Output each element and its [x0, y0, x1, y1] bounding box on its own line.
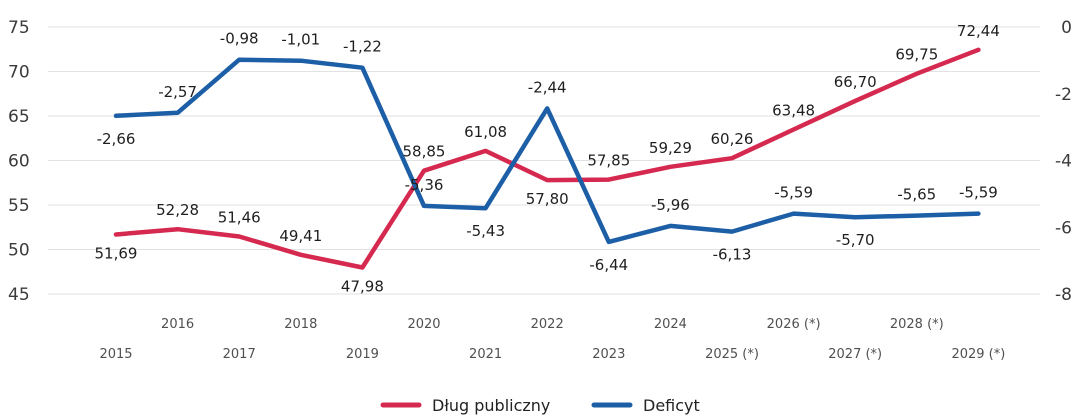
x-tick-label: 2024 [654, 317, 687, 332]
right-tick-label: -2 [1055, 85, 1072, 105]
data-label-dlug-publiczny: 59,29 [649, 139, 692, 157]
data-label-dlug-publiczny: 66,70 [834, 73, 877, 91]
left-tick-label: 75 [8, 18, 30, 38]
legend: Dług publiczny Deficyt [380, 396, 700, 415]
x-tick-label: 2023 [592, 347, 625, 362]
data-label-deficyt: -5,36 [405, 176, 444, 194]
data-label-deficyt: -0,98 [220, 30, 259, 48]
series-line-dlug-publiczny [113, 47, 981, 270]
x-tick-label: 2021 [469, 347, 502, 362]
left-tick-label: 70 [8, 63, 30, 83]
data-label-deficyt: -5,59 [774, 184, 813, 202]
data-label-deficyt: -2,44 [528, 78, 567, 96]
data-label-dlug-publiczny: 52,28 [156, 201, 199, 219]
left-tick-label: 50 [8, 241, 30, 261]
data-label-deficyt: -1,01 [281, 31, 320, 49]
data-label-dlug-publiczny: 72,44 [957, 22, 1000, 40]
left-tick-label: 55 [8, 196, 30, 216]
data-label-deficyt: -1,22 [343, 38, 382, 56]
x-tick-label: 2028 (*) [890, 317, 944, 332]
right-tick-label: -8 [1055, 285, 1072, 305]
x-tick-label: 2020 [407, 317, 440, 332]
legend-label-dlug-publiczny: Dług publiczny [432, 396, 550, 415]
data-label-dlug-publiczny: 57,85 [587, 152, 630, 170]
x-tick-label: 2018 [284, 317, 317, 332]
data-label-deficyt: -5,65 [897, 186, 936, 204]
data-label-deficyt: -5,70 [836, 231, 875, 249]
data-label-dlug-publiczny: 58,85 [403, 143, 446, 161]
data-label-deficyt: -2,57 [158, 83, 197, 101]
data-label-dlug-publiczny: 49,41 [279, 227, 322, 245]
data-label-deficyt: -5,59 [959, 184, 998, 202]
right-tick-label: 0 [1061, 18, 1072, 38]
data-label-deficyt: -6,13 [713, 246, 752, 264]
left-tick-label: 60 [8, 152, 30, 172]
data-label-deficyt: -6,44 [589, 256, 628, 274]
x-tick-label: 2027 (*) [828, 347, 882, 362]
data-labels: 51,69 52,28 51,46 49,41 47,98 58,85 61,08 57,80… [95, 22, 1000, 296]
x-tick-label: 2015 [99, 347, 132, 362]
x-tick-label: 2029 (*) [951, 347, 1005, 362]
x-tick-label: 2022 [531, 317, 564, 332]
x-tick-label: 2019 [346, 347, 379, 362]
x-axis-ticks: 2015 2016 2017 2018 2019 2020 2021 2022 2023 2024… [99, 317, 1005, 362]
data-label-dlug-publiczny: 57,80 [526, 190, 569, 208]
legend-label-deficyt: Deficyt [643, 396, 700, 415]
data-label-dlug-publiczny: 51,46 [218, 209, 261, 227]
right-tick-label: -6 [1055, 218, 1072, 238]
left-axis-ticks: 45 50 55 60 65 70 75 [8, 18, 30, 305]
data-label-dlug-publiczny: 63,48 [772, 102, 815, 120]
data-label-deficyt: -5,43 [466, 222, 505, 240]
right-axis-ticks: -8 -6 -4 -2 0 [1055, 18, 1072, 305]
series-line-deficyt [113, 57, 981, 245]
left-tick-label: 65 [8, 107, 30, 127]
grid-lines [48, 26, 1040, 295]
data-label-deficyt: -2,66 [97, 130, 136, 148]
data-label-dlug-publiczny: 69,75 [895, 46, 938, 64]
x-tick-label: 2025 (*) [705, 347, 759, 362]
data-label-dlug-publiczny: 51,69 [95, 244, 138, 262]
data-label-dlug-publiczny: 61,08 [464, 123, 507, 141]
data-label-dlug-publiczny: 60,26 [711, 130, 754, 148]
right-tick-label: -4 [1055, 152, 1072, 172]
data-label-dlug-publiczny: 47,98 [341, 277, 384, 295]
series-lines [113, 47, 981, 270]
x-tick-label: 2016 [161, 317, 194, 332]
data-label-deficyt: -5,96 [651, 196, 690, 214]
x-tick-label: 2017 [223, 347, 256, 362]
left-tick-label: 45 [8, 285, 30, 305]
x-tick-label: 2026 (*) [767, 317, 821, 332]
